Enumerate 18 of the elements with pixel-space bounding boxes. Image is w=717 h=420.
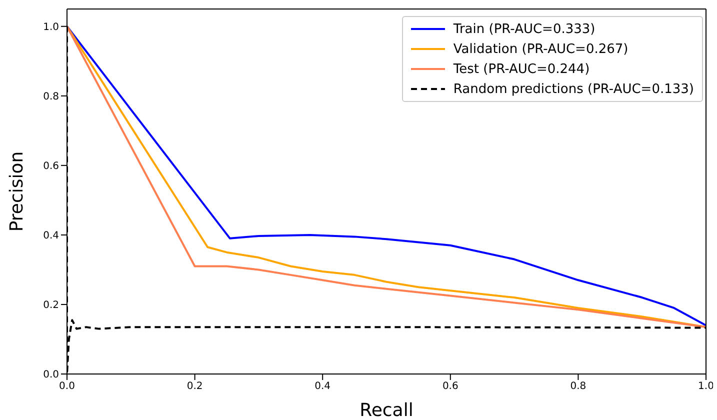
x-axis-title: Recall xyxy=(360,400,414,420)
y-tick-label: 0.4 xyxy=(43,230,59,242)
legend-label: Train (PR-AUC=0.333) xyxy=(453,22,596,36)
y-tick-label: 0.0 xyxy=(43,370,59,381)
x-tick-label: 0.8 xyxy=(570,381,586,392)
y-tick-label: 0.6 xyxy=(43,160,59,172)
y-tick-label: 0.8 xyxy=(43,91,59,102)
x-tick-label: 0.2 xyxy=(186,381,203,392)
x-tick-label: 0.0 xyxy=(59,381,75,392)
y-tick-label: 0.2 xyxy=(43,300,59,312)
legend-label: Validation (PR-AUC=0.267) xyxy=(453,42,628,56)
y-tick-label: 1.0 xyxy=(43,22,59,33)
y-axis-title: Precision xyxy=(6,151,28,232)
legend-label: Random predictions (PR-AUC=0.133) xyxy=(453,82,694,96)
legend-label: Test (PR-AUC=0.244) xyxy=(453,62,590,76)
x-tick-label: 0.6 xyxy=(442,381,458,392)
x-tick-label: 1.0 xyxy=(698,381,714,392)
x-tick-label: 0.4 xyxy=(314,381,331,392)
